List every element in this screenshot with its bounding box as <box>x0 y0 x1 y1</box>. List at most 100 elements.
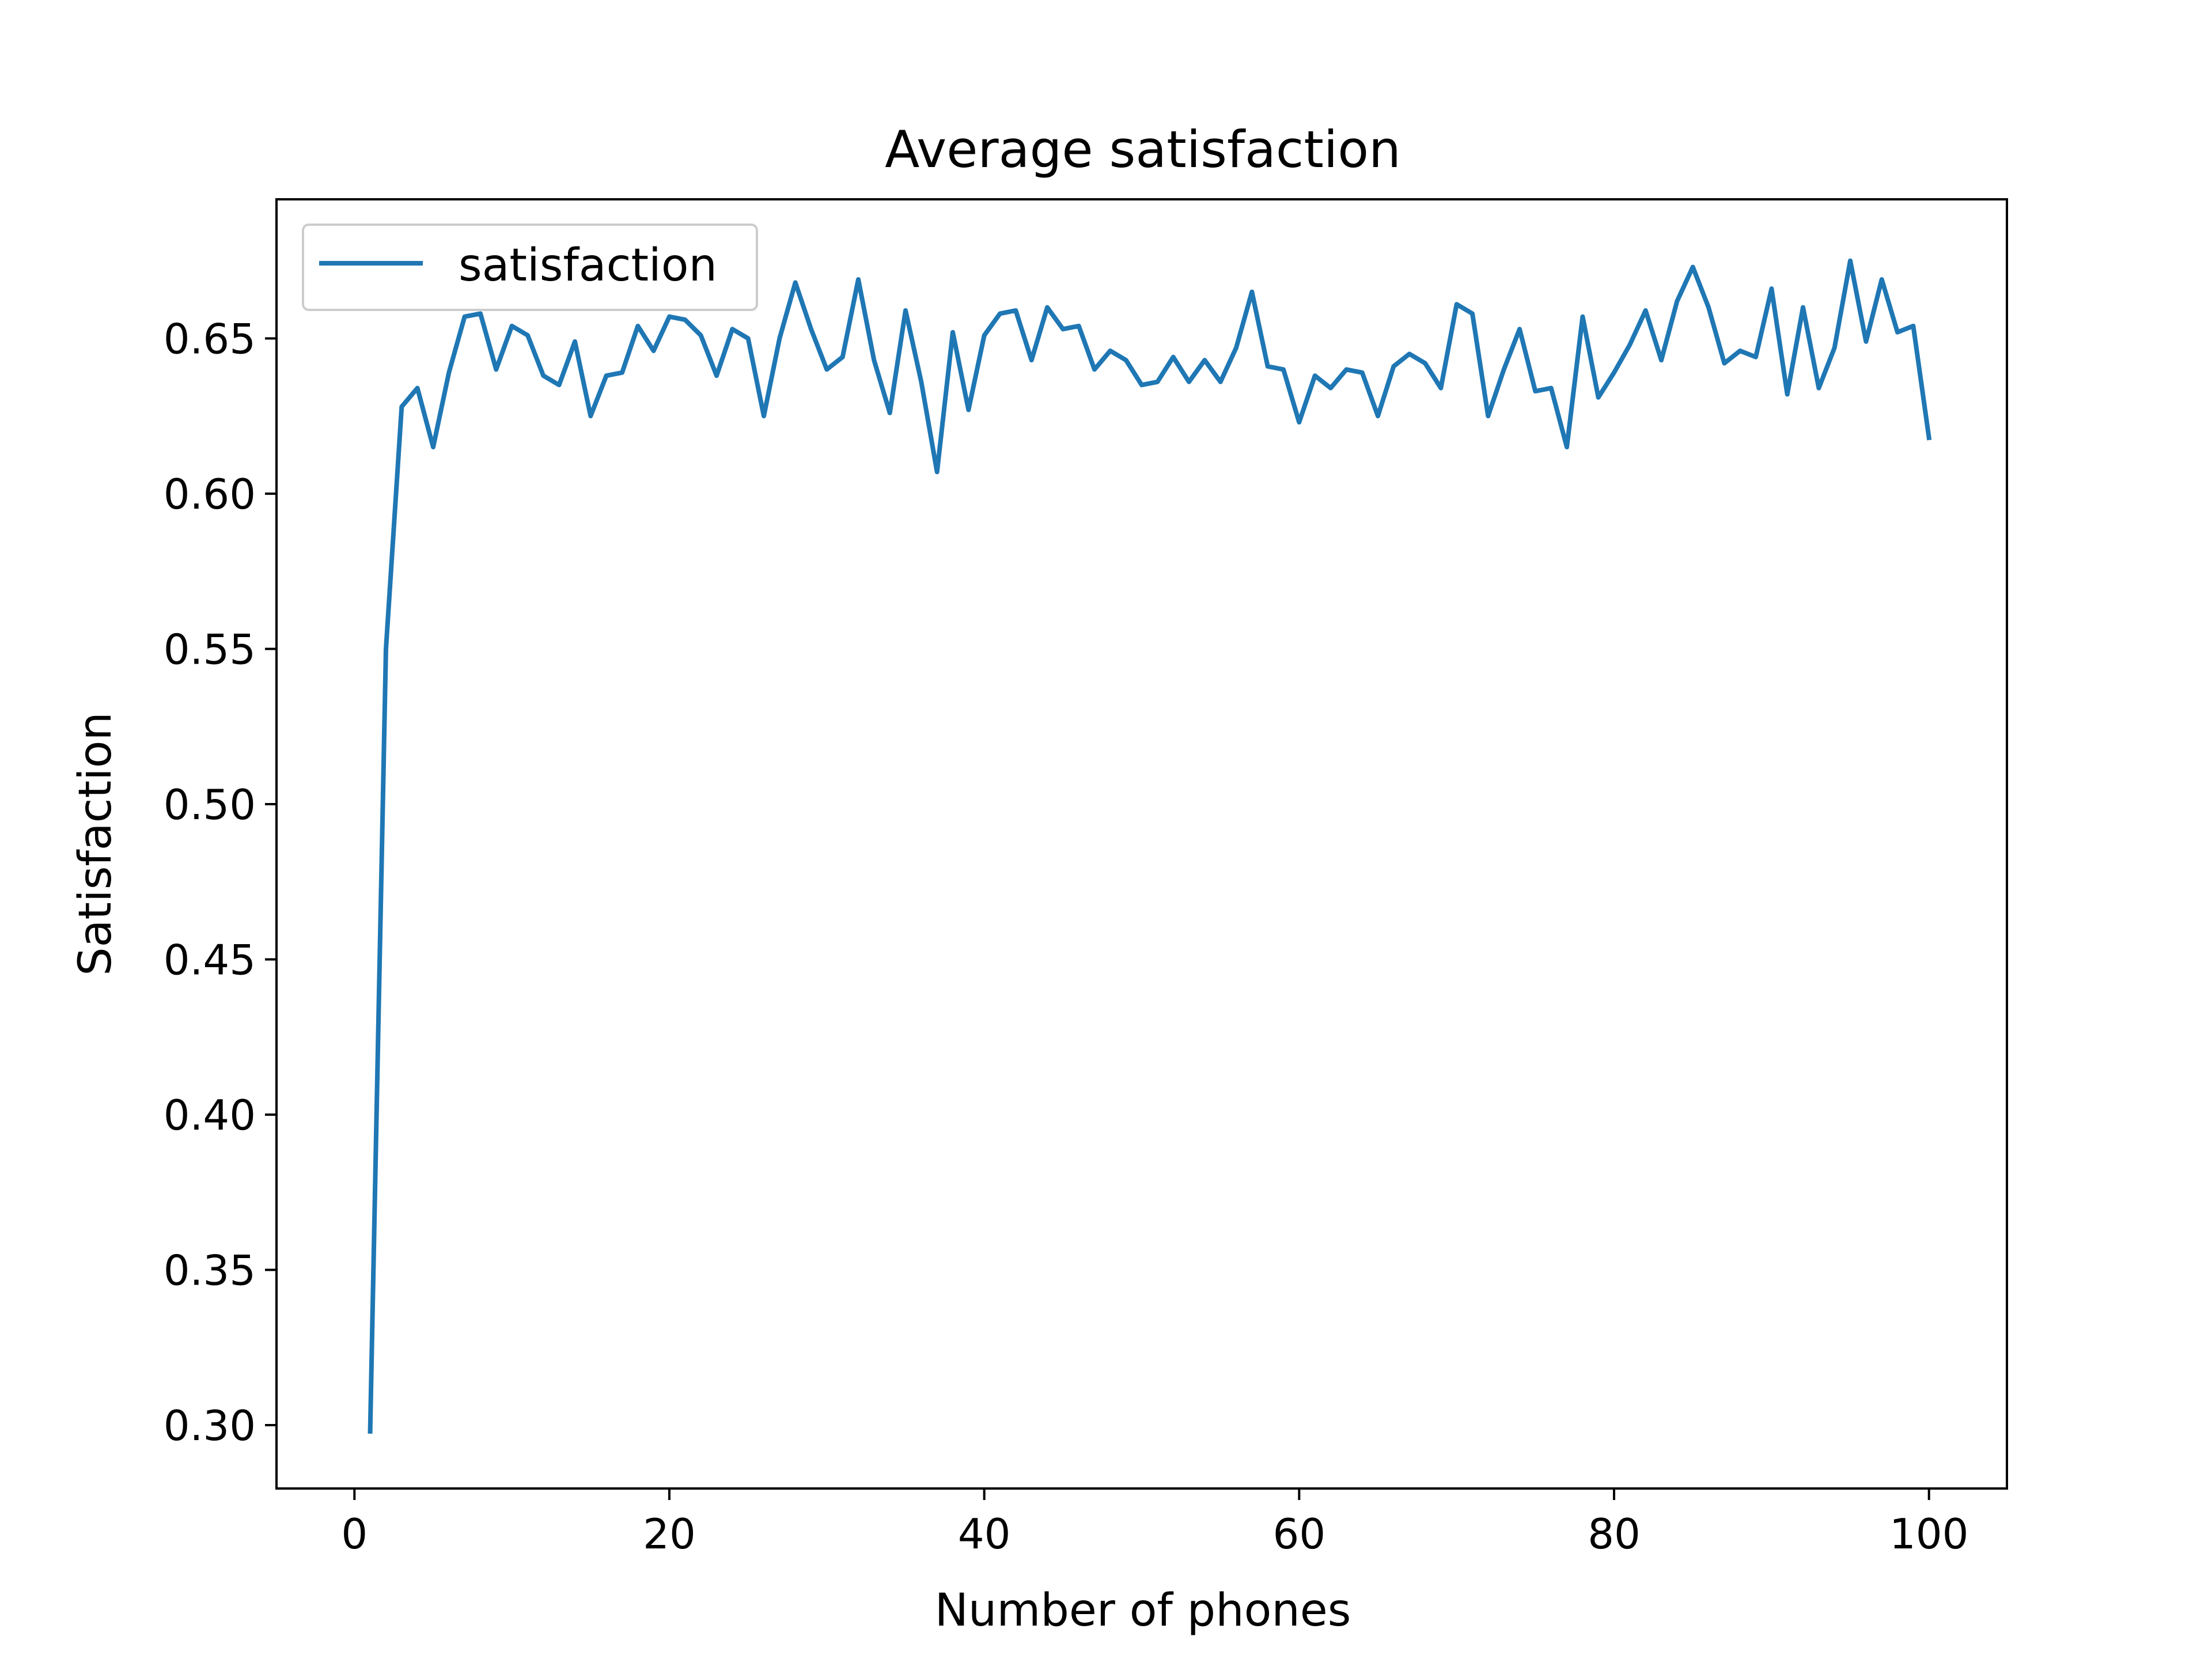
data-point <box>1455 302 1459 306</box>
data-point <box>1675 299 1679 303</box>
data-point <box>856 278 860 282</box>
y-axis-label: Satisfaction <box>70 712 122 976</box>
data-point <box>557 383 561 387</box>
series-line-satisfaction <box>368 258 1932 1434</box>
series-points-satisfaction <box>368 259 1931 1433</box>
data-point <box>431 445 435 449</box>
data-point <box>1612 370 1616 374</box>
data-point <box>1596 395 1600 399</box>
data-point <box>730 327 734 331</box>
data-point <box>1297 421 1301 425</box>
data-point <box>935 470 939 474</box>
data-point <box>1156 380 1160 384</box>
data-point <box>1533 389 1537 393</box>
data-point <box>1266 364 1270 368</box>
data-point <box>652 349 656 353</box>
data-point <box>384 647 388 651</box>
data-point <box>762 414 766 418</box>
data-point <box>872 358 876 362</box>
data-point <box>525 334 529 338</box>
data-point <box>1754 355 1758 359</box>
data-point <box>1471 312 1475 316</box>
data-point <box>1171 355 1175 359</box>
data-point <box>1250 290 1254 294</box>
x-tick-label: 60 <box>1273 1510 1326 1558</box>
y-tick-label: 0.50 <box>164 781 256 829</box>
x-tick-label: 100 <box>1889 1510 1968 1558</box>
data-point <box>1880 278 1884 282</box>
data-point <box>1486 414 1490 418</box>
data-point <box>1502 368 1506 372</box>
data-point <box>510 324 514 328</box>
data-point <box>1313 374 1317 378</box>
data-point <box>1140 383 1143 387</box>
x-tick-label: 80 <box>1588 1510 1641 1558</box>
data-point <box>400 405 404 409</box>
legend-label-satisfaction: satisfaction <box>459 240 717 291</box>
x-axis-label: Number of phones <box>935 1585 1351 1637</box>
x-axis-ticks: 0 20 40 60 80 100 <box>341 1488 1968 1558</box>
data-point <box>1014 308 1018 312</box>
data-point <box>1392 364 1396 368</box>
y-tick-label: 0.60 <box>164 470 256 518</box>
data-point <box>1124 358 1128 362</box>
data-point <box>1045 305 1049 309</box>
data-point <box>1785 392 1789 396</box>
data-point <box>998 312 1002 316</box>
data-point <box>1565 445 1569 449</box>
data-point <box>1423 361 1427 365</box>
data-point <box>1077 324 1081 328</box>
y-axis-ticks: 0.30 0.35 0.40 0.45 0.50 0.55 0.60 0.65 <box>164 315 276 1450</box>
data-point <box>1029 358 1033 362</box>
data-point <box>1864 339 1868 343</box>
data-point <box>840 355 844 359</box>
data-point <box>667 315 671 319</box>
data-point <box>919 380 923 384</box>
chart-title: Average satisfaction <box>885 120 1401 179</box>
data-point <box>699 334 703 338</box>
data-point <box>636 324 640 328</box>
data-point <box>683 318 687 322</box>
data-point <box>793 281 797 285</box>
data-point <box>415 386 419 390</box>
data-point <box>1439 386 1443 390</box>
data-point <box>1203 358 1207 362</box>
data-point <box>1801 305 1805 309</box>
data-point <box>368 1429 372 1433</box>
y-tick-label: 0.40 <box>164 1091 256 1139</box>
x-tick-label: 40 <box>958 1510 1011 1558</box>
y-tick-label: 0.65 <box>164 315 256 363</box>
data-point <box>447 370 451 374</box>
data-point <box>604 374 608 378</box>
data-point <box>1896 330 1900 334</box>
data-point <box>809 327 813 331</box>
data-point <box>463 315 467 319</box>
data-point <box>494 368 498 372</box>
y-tick-label: 0.45 <box>164 936 256 984</box>
data-point <box>967 408 971 412</box>
data-point <box>746 336 750 340</box>
data-point <box>620 370 624 374</box>
data-point <box>1660 358 1664 362</box>
data-point <box>982 334 986 338</box>
data-point <box>1092 368 1096 372</box>
plot-frame <box>275 198 2008 1490</box>
data-point <box>1927 435 1931 440</box>
data-point <box>1832 346 1836 350</box>
data-point <box>950 330 955 334</box>
data-point <box>478 312 482 316</box>
y-tick-label: 0.35 <box>164 1247 256 1295</box>
x-tick-label: 20 <box>643 1510 696 1558</box>
data-point <box>1344 368 1349 372</box>
y-tick-label: 0.30 <box>164 1402 256 1450</box>
data-point <box>1849 259 1853 263</box>
data-point <box>1407 352 1411 356</box>
data-point <box>1707 305 1711 309</box>
data-point <box>1722 361 1726 365</box>
data-point <box>1911 324 1915 328</box>
data-point <box>1770 287 1774 291</box>
data-point <box>1234 346 1238 350</box>
data-point <box>1329 386 1333 390</box>
y-tick-label: 0.55 <box>164 625 256 673</box>
data-point <box>1691 265 1695 269</box>
